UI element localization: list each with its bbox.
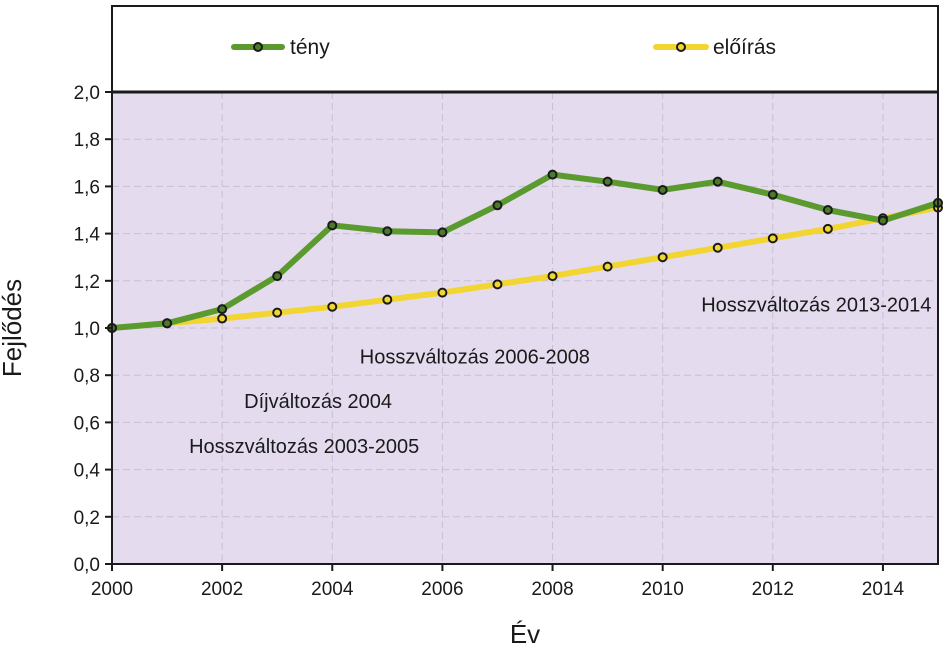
data-point-eloiras bbox=[492, 279, 503, 290]
data-point-teny bbox=[657, 184, 668, 195]
y-tick-label: 0,4 bbox=[74, 461, 101, 482]
y-tick-label: 1,4 bbox=[74, 225, 101, 246]
y-tick-label: 1,6 bbox=[74, 177, 100, 198]
data-point-teny bbox=[327, 220, 338, 231]
y-tick-label: 1,0 bbox=[74, 319, 100, 340]
data-point-teny bbox=[217, 304, 228, 315]
data-point-teny bbox=[767, 189, 778, 200]
legend-label-teny: tény bbox=[290, 36, 330, 59]
data-point-teny bbox=[492, 200, 503, 211]
data-point-eloiras bbox=[327, 301, 338, 312]
grid-lines bbox=[112, 92, 938, 564]
data-point-teny bbox=[712, 176, 723, 187]
data-point-eloiras bbox=[217, 313, 228, 324]
x-tick-label: 2008 bbox=[531, 579, 573, 600]
y-tick-label: 0,8 bbox=[74, 366, 100, 387]
y-tick-label: 1,2 bbox=[74, 272, 100, 293]
data-point-teny bbox=[162, 318, 173, 329]
x-tick-label: 2002 bbox=[201, 579, 243, 600]
annotations: Hosszváltozás 2013-2014 Hosszváltozás 200… bbox=[189, 294, 931, 458]
legend-entry-teny: tény bbox=[231, 36, 330, 59]
data-point-teny bbox=[602, 176, 613, 187]
x-tick-label: 2000 bbox=[91, 579, 133, 600]
legend-marker-teny bbox=[253, 42, 263, 52]
data-point-eloiras bbox=[657, 252, 668, 263]
data-point-eloiras bbox=[712, 242, 723, 253]
y-tick-label: 1,8 bbox=[74, 130, 100, 151]
data-point-teny bbox=[877, 215, 888, 226]
series-layer bbox=[107, 169, 943, 333]
x-tick-label: 2012 bbox=[752, 579, 794, 600]
x-axis-title: Év bbox=[510, 619, 540, 649]
annotation-label: Hosszváltozás 2003-2005 bbox=[189, 436, 419, 458]
x-axis: 2000 2002 2004 2006 2008 2010 2012 2014 bbox=[91, 564, 905, 600]
y-tick-label: 0,2 bbox=[74, 508, 100, 529]
data-point-eloiras bbox=[767, 233, 778, 244]
data-point-eloiras bbox=[822, 223, 833, 234]
annotation-label: Díjváltozás 2004 bbox=[244, 391, 392, 413]
data-point-teny bbox=[547, 169, 558, 180]
legend-label-eloiras: előírás bbox=[713, 36, 776, 59]
y-axis-title: Fejlődés bbox=[0, 279, 27, 377]
annotation-label: Hosszváltozás 2006-2008 bbox=[360, 346, 590, 368]
legend-marker-eloiras bbox=[676, 42, 686, 52]
data-point-eloiras bbox=[547, 271, 558, 282]
data-point-teny bbox=[822, 205, 833, 215]
y-tick-label: 0,6 bbox=[74, 413, 100, 434]
x-tick-label: 2004 bbox=[311, 579, 354, 600]
data-point-teny bbox=[382, 226, 393, 237]
x-tick-label: 2010 bbox=[642, 579, 684, 600]
data-point-teny bbox=[437, 227, 448, 238]
series-line-teny bbox=[109, 171, 941, 331]
data-point-eloiras bbox=[602, 261, 613, 272]
annotation-label: Hosszváltozás 2013-2014 bbox=[701, 294, 931, 316]
legend-entry-eloiras: előírás bbox=[653, 36, 776, 59]
data-point-teny bbox=[272, 271, 283, 282]
series-line-eloiras bbox=[109, 204, 941, 331]
data-point-eloiras bbox=[272, 307, 283, 318]
data-point-eloiras bbox=[437, 287, 448, 298]
x-tick-label: 2006 bbox=[421, 579, 463, 600]
x-tick-label: 2014 bbox=[862, 579, 905, 600]
data-point-eloiras bbox=[382, 294, 393, 305]
y-tick-label: 2,0 bbox=[74, 83, 100, 104]
y-axis: 0,0 0,2 0,4 0,6 0,8 1,0 1,2 1,4 1,6 1,8 2,0 bbox=[74, 83, 112, 576]
y-tick-label: 0,0 bbox=[74, 555, 100, 576]
